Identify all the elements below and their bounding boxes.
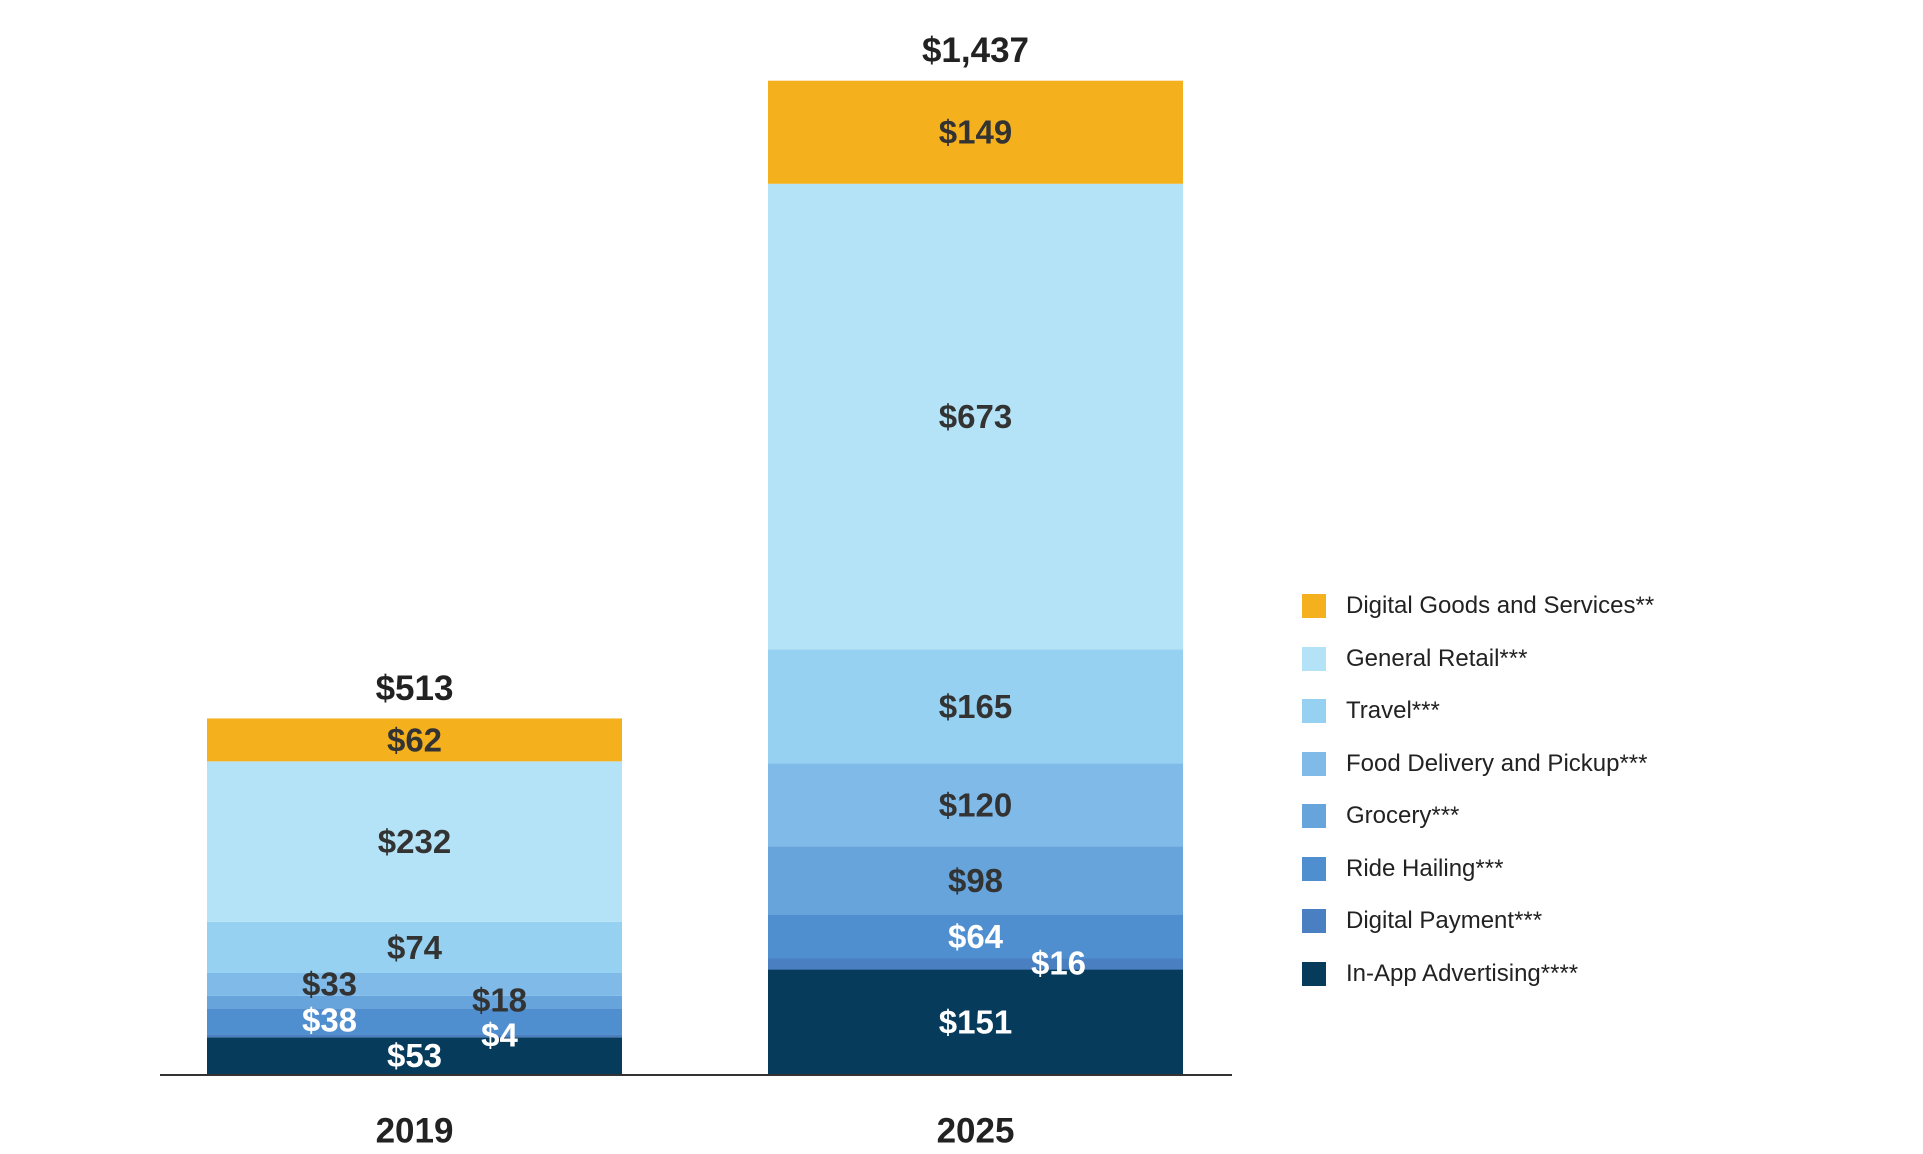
data-label-2025-1: $151 (939, 1003, 1012, 1040)
bar-segment-2019-3 (207, 1008, 622, 1035)
total-label-2019: $513 (376, 669, 454, 708)
bar-segment-2025-4 (768, 846, 1183, 915)
data-label-2019-3: $38 (302, 1002, 357, 1039)
legend-item: Digital Goods and Services** (1302, 580, 1654, 633)
legend-item: In-App Advertising**** (1302, 948, 1654, 1001)
bar-segment-2025-3 (768, 914, 1183, 959)
data-label-2019-6: $74 (387, 929, 443, 966)
legend-swatch (1302, 909, 1326, 934)
legend-label: Digital Payment*** (1346, 907, 1543, 935)
legend-label: In-App Advertising**** (1346, 959, 1579, 987)
legend-swatch (1302, 646, 1326, 671)
legend-swatch (1302, 751, 1326, 776)
data-label-2019-7: $232 (378, 823, 451, 860)
data-label-2019-5: $33 (302, 966, 357, 1003)
legend-item: Food Delivery and Pickup*** (1302, 738, 1654, 791)
legend-label: Digital Goods and Services** (1346, 592, 1655, 620)
data-label-2019-2: $4 (481, 1017, 518, 1054)
x-tick-label-2019: 2019 (376, 1112, 454, 1151)
bar-segment-2025-8 (768, 80, 1183, 184)
legend-item: Ride Hailing*** (1302, 843, 1654, 896)
legend-label: Ride Hailing*** (1346, 854, 1504, 882)
legend-item: Travel*** (1302, 685, 1654, 738)
bar-segment-2019-5 (207, 973, 622, 996)
data-label-2019-4: $18 (472, 982, 527, 1019)
bar-segment-2019-4 (207, 995, 622, 1009)
legend-label: General Retail*** (1346, 644, 1528, 672)
data-label-2025-8: $149 (939, 114, 1012, 151)
bar-segment-2019-8 (207, 718, 622, 762)
legend-label: Food Delivery and Pickup*** (1346, 749, 1648, 777)
legend-swatch (1302, 804, 1326, 829)
legend-swatch (1302, 856, 1326, 881)
bar-segment-2025-5 (768, 763, 1183, 847)
data-label-2025-6: $165 (939, 688, 1012, 725)
legend-item: Digital Payment*** (1302, 895, 1654, 948)
x-tick-label-2025: 2025 (937, 1112, 1015, 1151)
legend-item: Grocery*** (1302, 790, 1654, 843)
legend: Digital Goods and Services** General Reta… (1302, 580, 1654, 1000)
data-label-2019-1: $53 (387, 1037, 442, 1074)
data-label-2025-3: $64 (948, 918, 1004, 955)
legend-swatch (1302, 594, 1326, 619)
bar-segment-2025-1 (768, 969, 1183, 1074)
total-label-2025: $1,437 (922, 31, 1029, 70)
data-label-2025-2: $16 (1031, 945, 1086, 982)
bar-segment-2019-7 (207, 761, 622, 922)
data-label-2025-4: $98 (948, 862, 1003, 899)
legend-label: Grocery*** (1346, 802, 1460, 830)
legend-swatch (1302, 961, 1326, 986)
legend-label: Travel*** (1346, 697, 1440, 725)
bar-segment-2025-6 (768, 649, 1183, 764)
bar-segment-2025-7 (768, 183, 1183, 650)
data-label-2025-7: $673 (939, 398, 1012, 435)
data-label-2019-8: $62 (387, 721, 442, 758)
data-label-2025-5: $120 (939, 786, 1012, 823)
legend-swatch (1302, 699, 1326, 724)
bar-segment-2025-2 (768, 958, 1183, 970)
bar-segment-2019-2 (207, 1034, 622, 1038)
bar-segment-2019-1 (207, 1037, 622, 1074)
bar-segment-2019-6 (207, 921, 622, 974)
legend-item: General Retail*** (1302, 633, 1654, 686)
